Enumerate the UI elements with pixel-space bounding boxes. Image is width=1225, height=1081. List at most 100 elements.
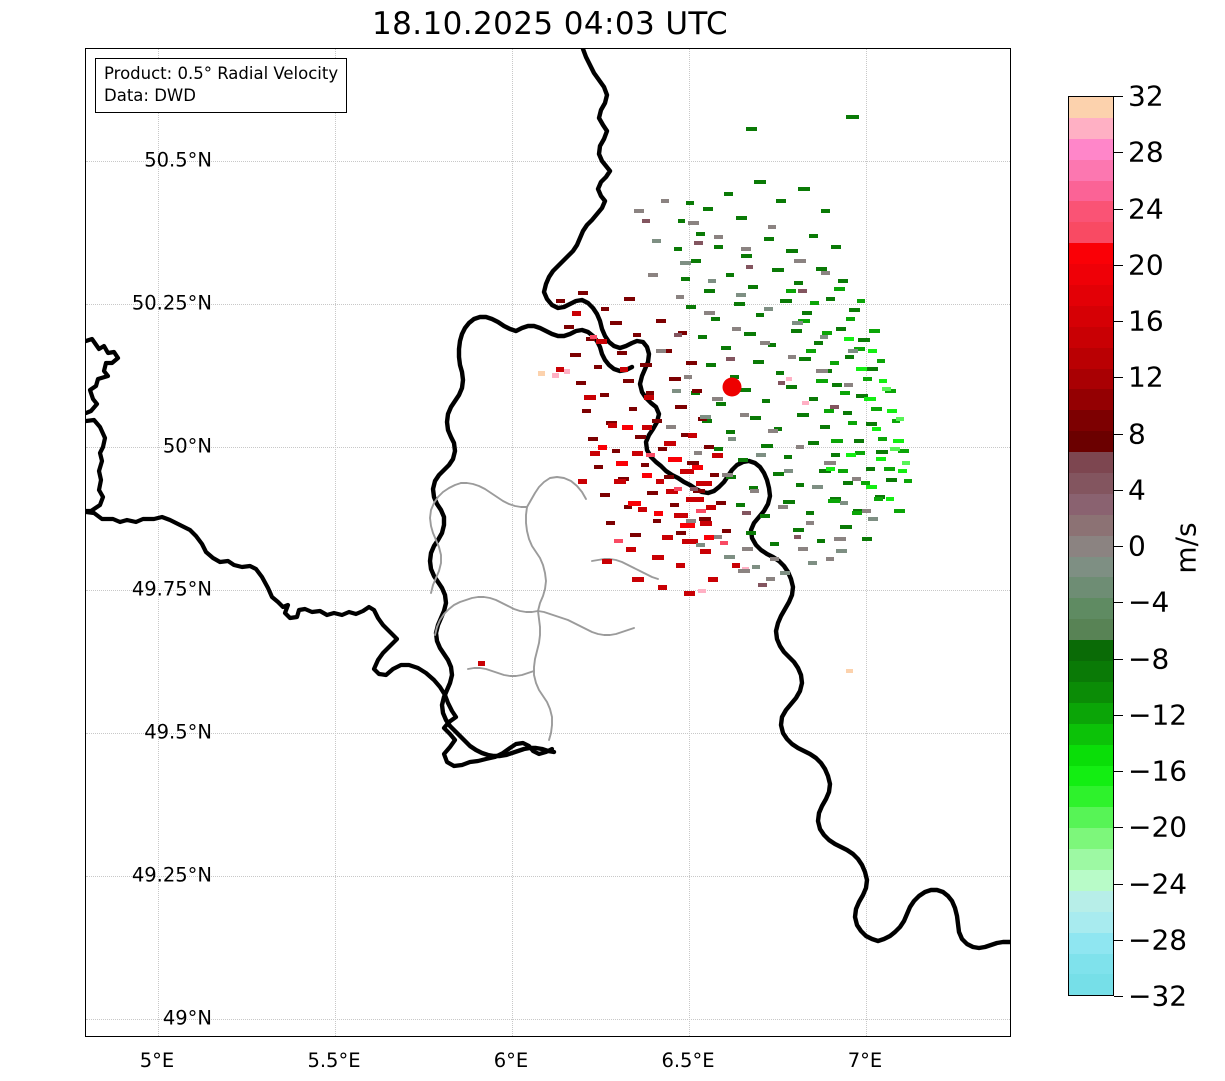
- colorbar-tick-label-9: −4: [1128, 586, 1169, 619]
- colorbar-band-4: [1069, 181, 1113, 202]
- colorbar-tick-label-5: 12: [1128, 361, 1164, 394]
- colorbar-band-24: [1069, 598, 1113, 619]
- colorbar-band-41: [1069, 954, 1113, 975]
- colorbar-band-14: [1069, 389, 1113, 410]
- colorbar-band-3: [1069, 160, 1113, 181]
- ytick-label-50: 50°N: [163, 435, 212, 458]
- colorbar-band-29: [1069, 703, 1113, 724]
- colorbar-tick-9: [1114, 602, 1123, 603]
- colorbar-band-42: [1069, 974, 1113, 995]
- page-title: 18.10.2025 04:03 UTC: [0, 6, 1100, 42]
- colorbar-tick-label-1: 28: [1128, 136, 1164, 169]
- colorbar-band-9: [1069, 285, 1113, 306]
- colorbar-band-38: [1069, 891, 1113, 912]
- colorbar-band-31: [1069, 745, 1113, 766]
- colorbar-band-27: [1069, 661, 1113, 682]
- colorbar-tick-label-6: 8: [1128, 417, 1146, 450]
- colorbar-tick-label-10: −8: [1128, 642, 1169, 675]
- xtick-label-6: 6°E: [494, 1049, 528, 1072]
- colorbar-band-22: [1069, 557, 1113, 578]
- xtick-label-7: 7°E: [848, 1049, 882, 1072]
- colorbar-band-11: [1069, 327, 1113, 348]
- colorbar-tick-label-11: −12: [1128, 698, 1187, 731]
- colorbar-band-7: [1069, 243, 1113, 264]
- colorbar-tick-6: [1114, 434, 1123, 435]
- info-product-line: Product: 0.5° Radial Velocity: [104, 63, 338, 85]
- ytick-label-50p5: 50.5°N: [144, 149, 212, 172]
- colorbar-tick-15: [1114, 940, 1123, 941]
- map-vector-layer: [86, 49, 1010, 1036]
- colorbar-band-18: [1069, 473, 1113, 494]
- colorbar-band-23: [1069, 577, 1113, 598]
- info-data-line: Data: DWD: [104, 85, 338, 107]
- colorbar-tick-label-14: −24: [1128, 867, 1187, 900]
- colorbar-tick-4: [1114, 321, 1123, 322]
- colorbar-tick-label-8: 0: [1128, 530, 1146, 563]
- colorbar-tick-10: [1114, 659, 1123, 660]
- ytick-label-49: 49°N: [163, 1007, 212, 1030]
- colorbar-unit-label: m/s: [1170, 522, 1203, 573]
- colorbar-tick-2: [1114, 209, 1123, 210]
- ytick-label-50p25: 50.25°N: [132, 292, 212, 315]
- colorbar-band-1: [1069, 118, 1113, 139]
- colorbar-tick-12: [1114, 771, 1123, 772]
- map-plot-area: [86, 49, 1010, 1036]
- product-info-box: Product: 0.5° Radial Velocity Data: DWD: [95, 58, 347, 113]
- country-border-luxembourg: [430, 317, 632, 756]
- radar-site-marker: [723, 378, 742, 397]
- colorbar-band-6: [1069, 222, 1113, 243]
- colorbar-tick-label-4: 16: [1128, 305, 1164, 338]
- xtick-label-5p5: 5.5°E: [307, 1049, 360, 1072]
- colorbar-band-25: [1069, 619, 1113, 640]
- colorbar-band-26: [1069, 640, 1113, 661]
- colorbar-band-39: [1069, 912, 1113, 933]
- colorbar-band-28: [1069, 682, 1113, 703]
- colorbar-band-10: [1069, 306, 1113, 327]
- xtick-label-5: 5°E: [140, 1049, 174, 1072]
- colorbar-tick-8: [1114, 546, 1123, 547]
- colorbar-band-33: [1069, 786, 1113, 807]
- colorbar-band-19: [1069, 494, 1113, 515]
- colorbar-tick-label-2: 24: [1128, 192, 1164, 225]
- xtick-label-6p5: 6.5°E: [661, 1049, 714, 1072]
- colorbar-band-15: [1069, 410, 1113, 431]
- map-axes: [85, 48, 1011, 1037]
- colorbar-tick-label-15: −28: [1128, 923, 1187, 956]
- colorbar-tick-3: [1114, 265, 1123, 266]
- colorbar-band-2: [1069, 139, 1113, 160]
- ytick-label-49p25: 49.25°N: [132, 864, 212, 887]
- colorbar-band-30: [1069, 724, 1113, 745]
- colorbar-band-32: [1069, 766, 1113, 787]
- colorbar-tick-16: [1114, 996, 1123, 997]
- radar-echo-outbound-positive: [478, 291, 853, 673]
- colorbar-band-5: [1069, 201, 1113, 222]
- colorbar-tick-label-16: −32: [1128, 980, 1187, 1013]
- colorbar-tick-11: [1114, 715, 1123, 716]
- colorbar-tick-0: [1114, 96, 1123, 97]
- colorbar-band-8: [1069, 264, 1113, 285]
- colorbar-tick-1: [1114, 152, 1123, 153]
- colorbar-tick-label-13: −20: [1128, 811, 1187, 844]
- colorbar-band-21: [1069, 536, 1113, 557]
- colorbar: 322824201612840−4−8−12−16−20−24−28−32: [1068, 96, 1114, 996]
- colorbar-band-16: [1069, 431, 1113, 452]
- admin-boundaries-luxembourg: [430, 477, 658, 740]
- country-border-belgium-france: [86, 339, 552, 766]
- colorbar-tick-14: [1114, 884, 1123, 885]
- colorbar-band-40: [1069, 933, 1113, 954]
- colorbar-band-12: [1069, 348, 1113, 369]
- colorbar-band-36: [1069, 849, 1113, 870]
- colorbar-band-35: [1069, 828, 1113, 849]
- colorbar-band-13: [1069, 369, 1113, 390]
- colorbar-gradient: [1068, 96, 1114, 996]
- colorbar-band-37: [1069, 870, 1113, 891]
- colorbar-tick-13: [1114, 827, 1123, 828]
- colorbar-tick-label-12: −16: [1128, 755, 1187, 788]
- ytick-label-49p5: 49.5°N: [144, 721, 212, 744]
- ytick-label-49p75: 49.75°N: [132, 578, 212, 601]
- colorbar-band-20: [1069, 515, 1113, 536]
- colorbar-tick-label-3: 20: [1128, 248, 1164, 281]
- colorbar-band-0: [1069, 97, 1113, 118]
- colorbar-tick-label-7: 4: [1128, 473, 1146, 506]
- colorbar-band-17: [1069, 452, 1113, 473]
